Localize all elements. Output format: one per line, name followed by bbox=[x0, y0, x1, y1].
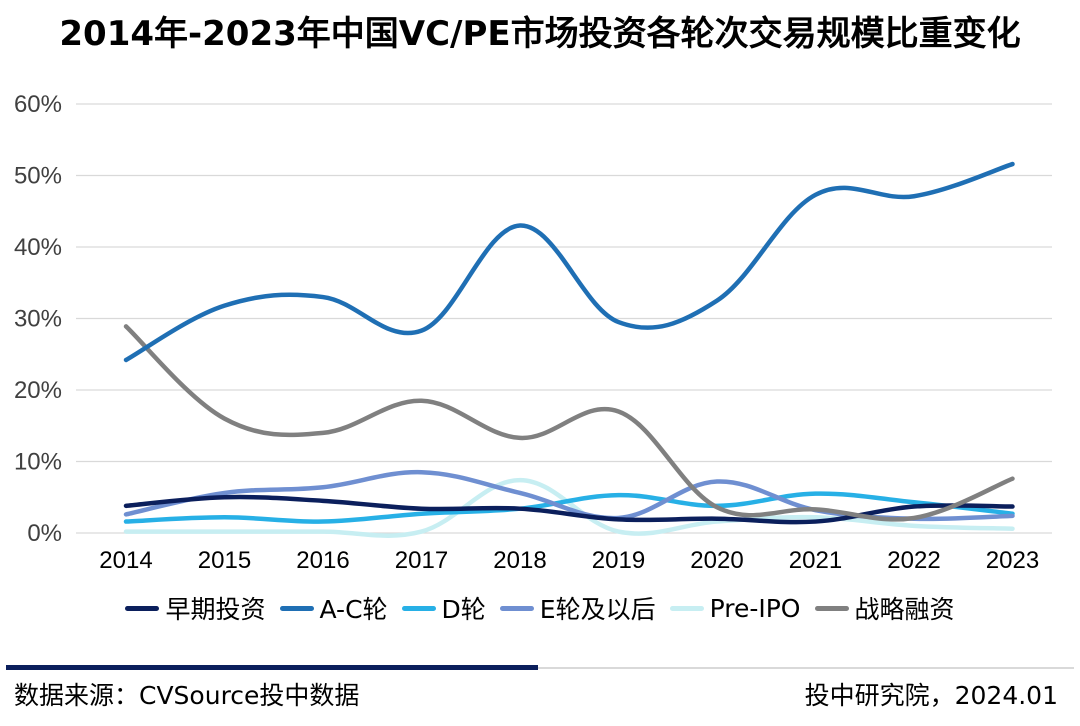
x-tick-label: 2021 bbox=[789, 547, 842, 574]
y-tick-label: 50% bbox=[14, 163, 62, 190]
publisher-note: 投中研究院，2024.01 bbox=[804, 681, 1058, 710]
x-tick-label: 2022 bbox=[887, 547, 940, 574]
x-tick-label: 2016 bbox=[296, 547, 349, 574]
y-tick-label: 60% bbox=[14, 91, 62, 118]
y-axis: 0% 10% 20% 30% 40% 50% 60% bbox=[14, 91, 62, 547]
y-tick-label: 20% bbox=[14, 377, 62, 404]
legend-label: A-C轮 bbox=[319, 595, 388, 624]
legend-label: E轮及以后 bbox=[539, 595, 656, 624]
legend-label: 早期投资 bbox=[165, 595, 266, 624]
x-tick-label: 2017 bbox=[395, 547, 448, 574]
legend: 早期投资 A-C轮 D轮 E轮及以后 Pre-IPO 战略融资 bbox=[0, 590, 1080, 626]
y-tick-label: 10% bbox=[14, 449, 62, 476]
series-line-2 bbox=[123, 491, 1015, 524]
series-line-5 bbox=[123, 324, 1015, 522]
series-line-0 bbox=[123, 494, 1015, 525]
y-tick-label: 30% bbox=[14, 306, 62, 333]
legend-swatch bbox=[669, 605, 704, 611]
legend-item: D轮 bbox=[401, 590, 486, 626]
legend-item: 战略融资 bbox=[814, 590, 955, 626]
footer-accent-bar bbox=[6, 665, 538, 670]
legend-swatch bbox=[125, 605, 160, 611]
x-tick-label: 2015 bbox=[198, 547, 251, 574]
legend-swatch bbox=[401, 605, 436, 611]
legend-item: 早期投资 bbox=[125, 590, 266, 626]
legend-swatch bbox=[499, 605, 534, 611]
y-tick-label: 0% bbox=[27, 520, 62, 547]
legend-label: Pre-IPO bbox=[709, 593, 801, 623]
legend-label: D轮 bbox=[441, 595, 486, 624]
series-line-4 bbox=[123, 477, 1015, 538]
x-tick-label: 2018 bbox=[493, 547, 546, 574]
legend-label: 战略融资 bbox=[854, 595, 955, 624]
footer-divider bbox=[538, 667, 1074, 669]
grid-lines bbox=[76, 103, 1052, 534]
x-tick-label: 2020 bbox=[690, 547, 743, 574]
legend-item: Pre-IPO bbox=[669, 593, 801, 623]
x-tick-label: 2014 bbox=[99, 547, 152, 574]
x-tick-label: 2023 bbox=[986, 547, 1039, 574]
x-axis: 2014 2015 2016 2017 2018 2019 2020 2021 2022 2023 bbox=[99, 547, 1039, 574]
legend-item: E轮及以后 bbox=[499, 590, 656, 626]
series-lines bbox=[123, 161, 1015, 538]
y-tick-label: 40% bbox=[14, 234, 62, 261]
legend-swatch bbox=[279, 605, 314, 611]
series-line-1 bbox=[123, 161, 1015, 363]
x-tick-label: 2019 bbox=[592, 547, 645, 574]
legend-swatch bbox=[814, 605, 849, 611]
chart-title: 2014年-2023年中国VC/PE市场投资各轮次交易规模比重变化 bbox=[59, 14, 1021, 54]
legend-item: A-C轮 bbox=[279, 590, 388, 626]
source-note: 数据来源：CVSource投中数据 bbox=[14, 681, 360, 710]
